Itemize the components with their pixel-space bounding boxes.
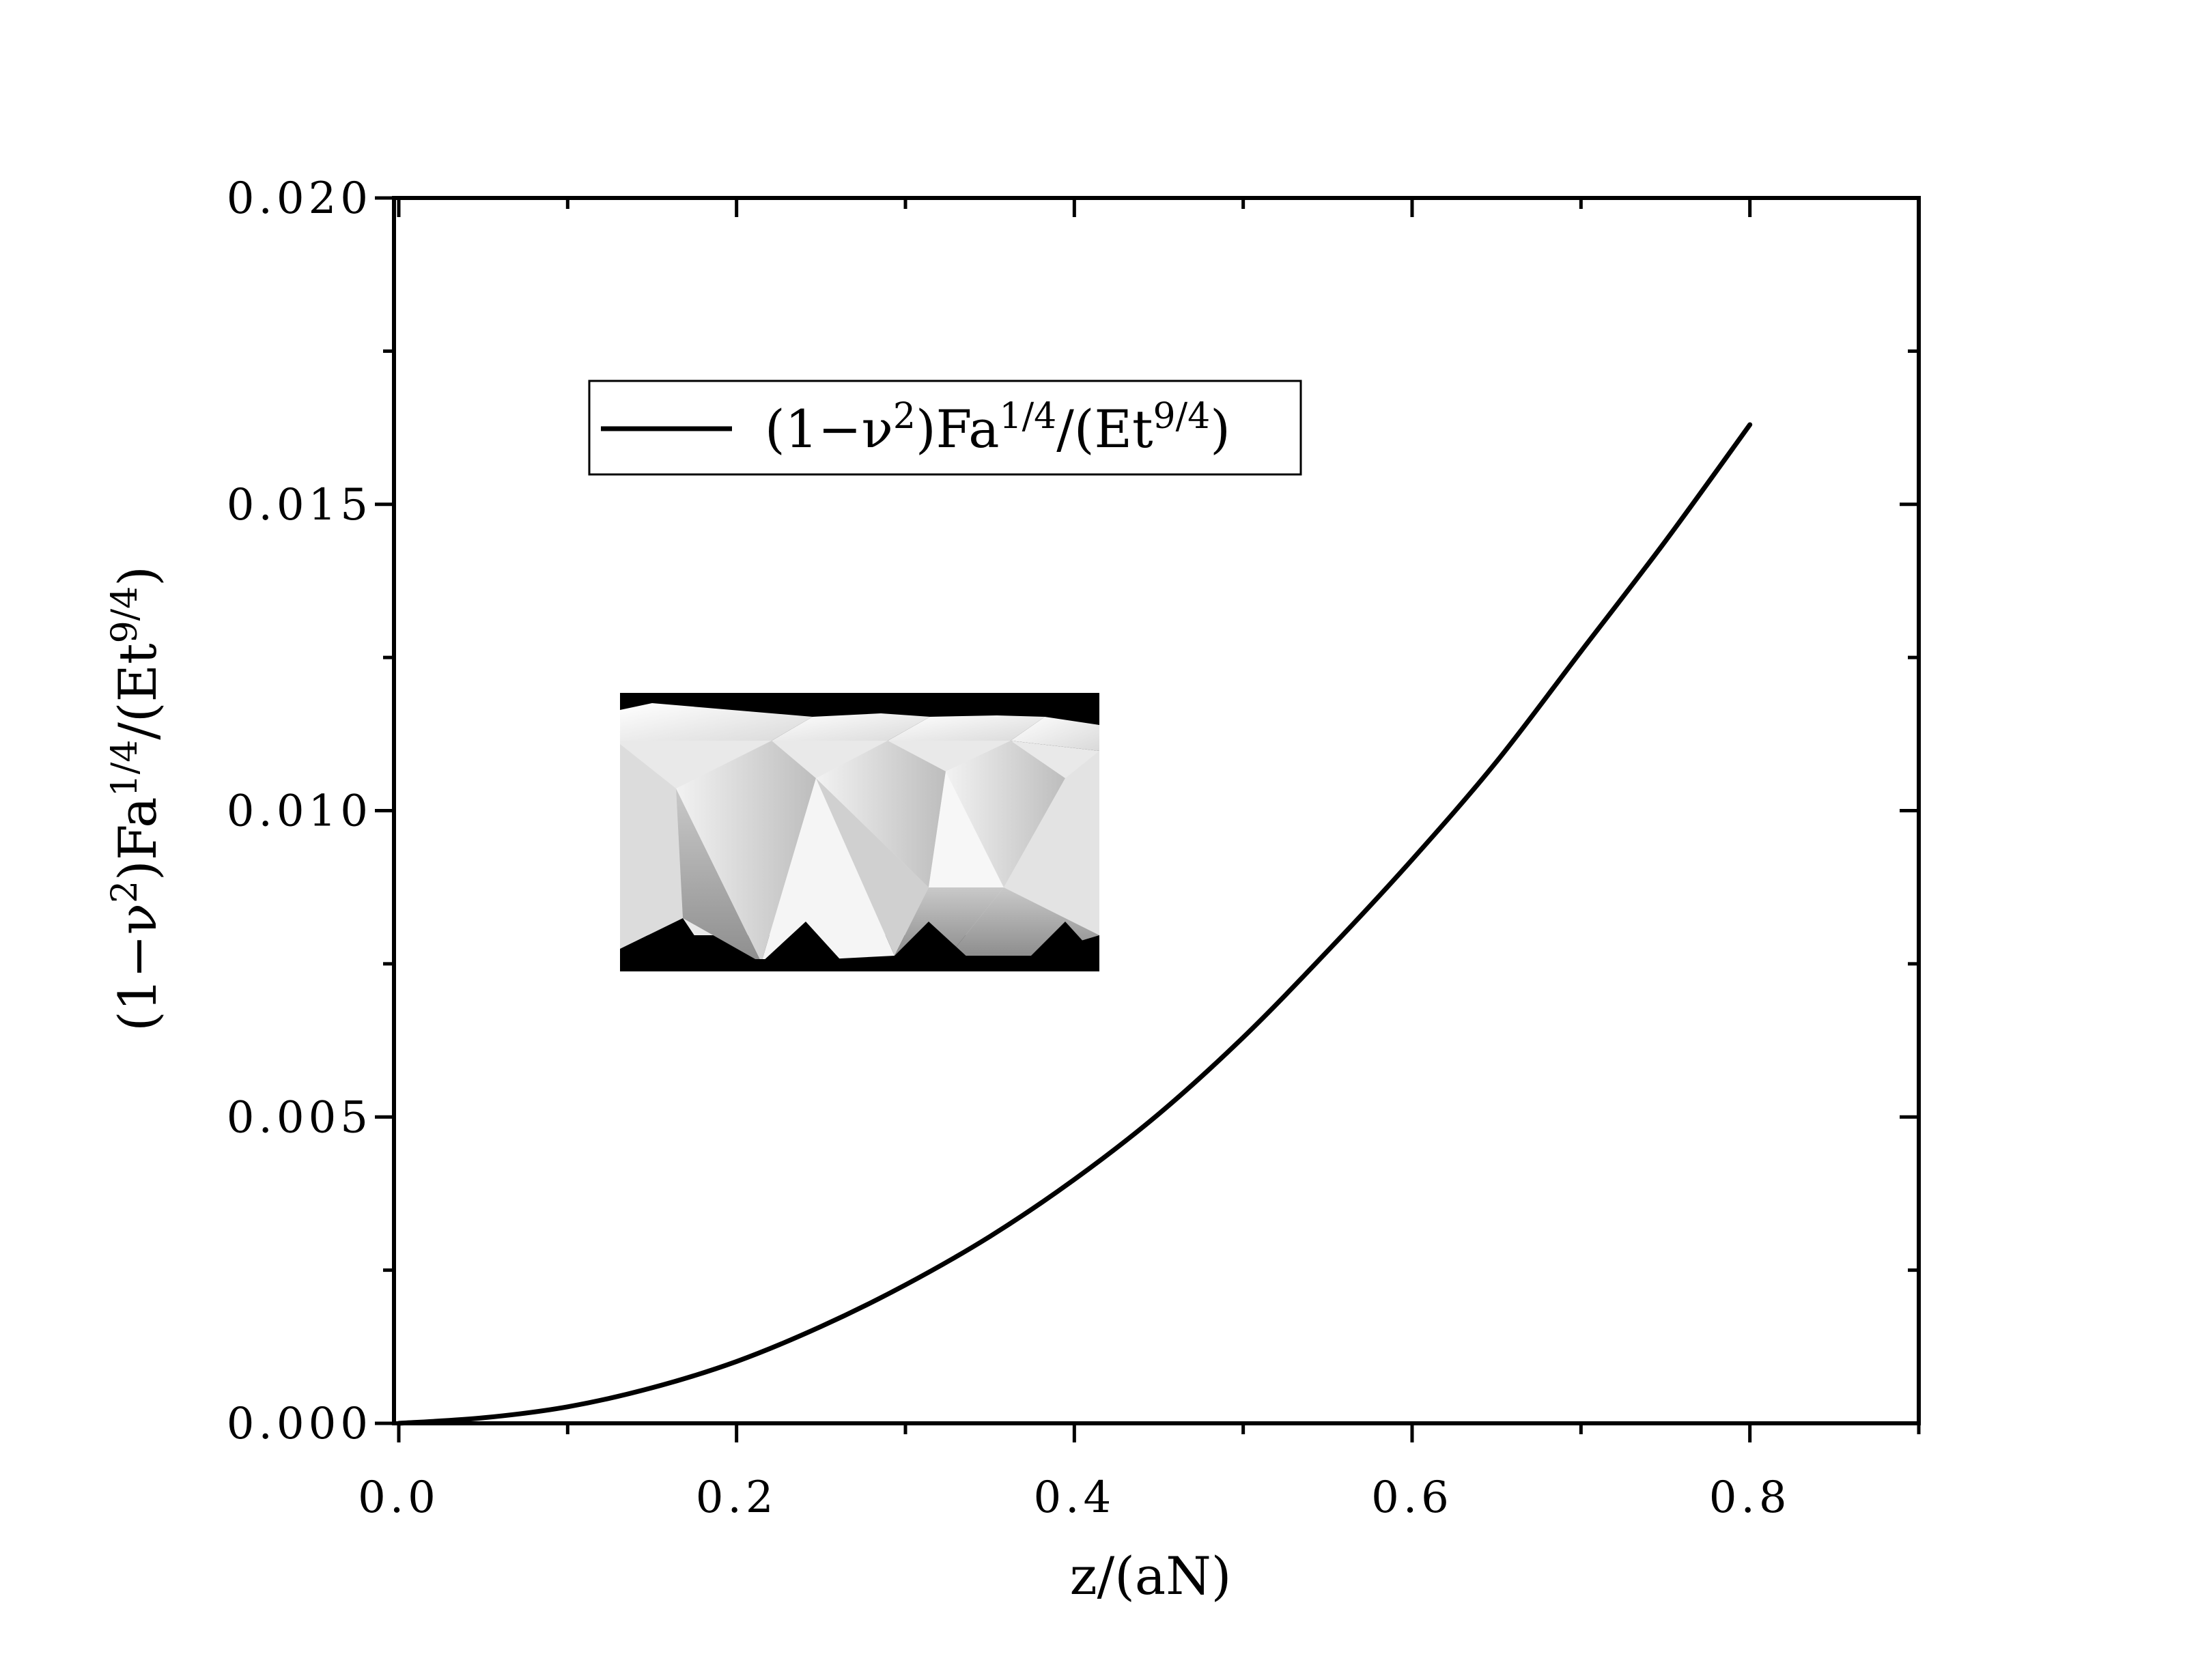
x-tick-label: 0.4 <box>1033 1472 1115 1523</box>
series-line <box>396 422 1753 1426</box>
inset-origami-photo <box>620 693 1099 971</box>
axis-ticks <box>375 196 1921 1442</box>
y-axis-title: (1−ν2)Fa1/4/(Et9/4) <box>104 566 168 1031</box>
y-tick-label: 0.005 <box>227 1092 372 1143</box>
y-tick-label: 0.015 <box>227 480 372 530</box>
x-axis-title: z/(aN) <box>1070 1546 1232 1606</box>
y-tick-label: 0.020 <box>227 173 372 224</box>
y-tick-label: 0.000 <box>227 1399 372 1449</box>
x-tick-label: 0.8 <box>1709 1472 1791 1523</box>
x-tick-label: 0.0 <box>358 1472 440 1523</box>
legend: (1−ν2)Fa1/4/(Et9/4) <box>588 380 1302 476</box>
y-tick-label: 0.010 <box>227 786 372 837</box>
legend-label: (1−ν2)Fa1/4/(Et9/4) <box>765 396 1230 459</box>
x-tick-label: 0.2 <box>696 1472 778 1523</box>
x-tick-label: 0.6 <box>1371 1472 1453 1523</box>
tick-labels: 0.0 0.2 0.4 0.6 0.8 0.000 0.005 0.010 0.015 0.020 <box>227 173 1791 1523</box>
